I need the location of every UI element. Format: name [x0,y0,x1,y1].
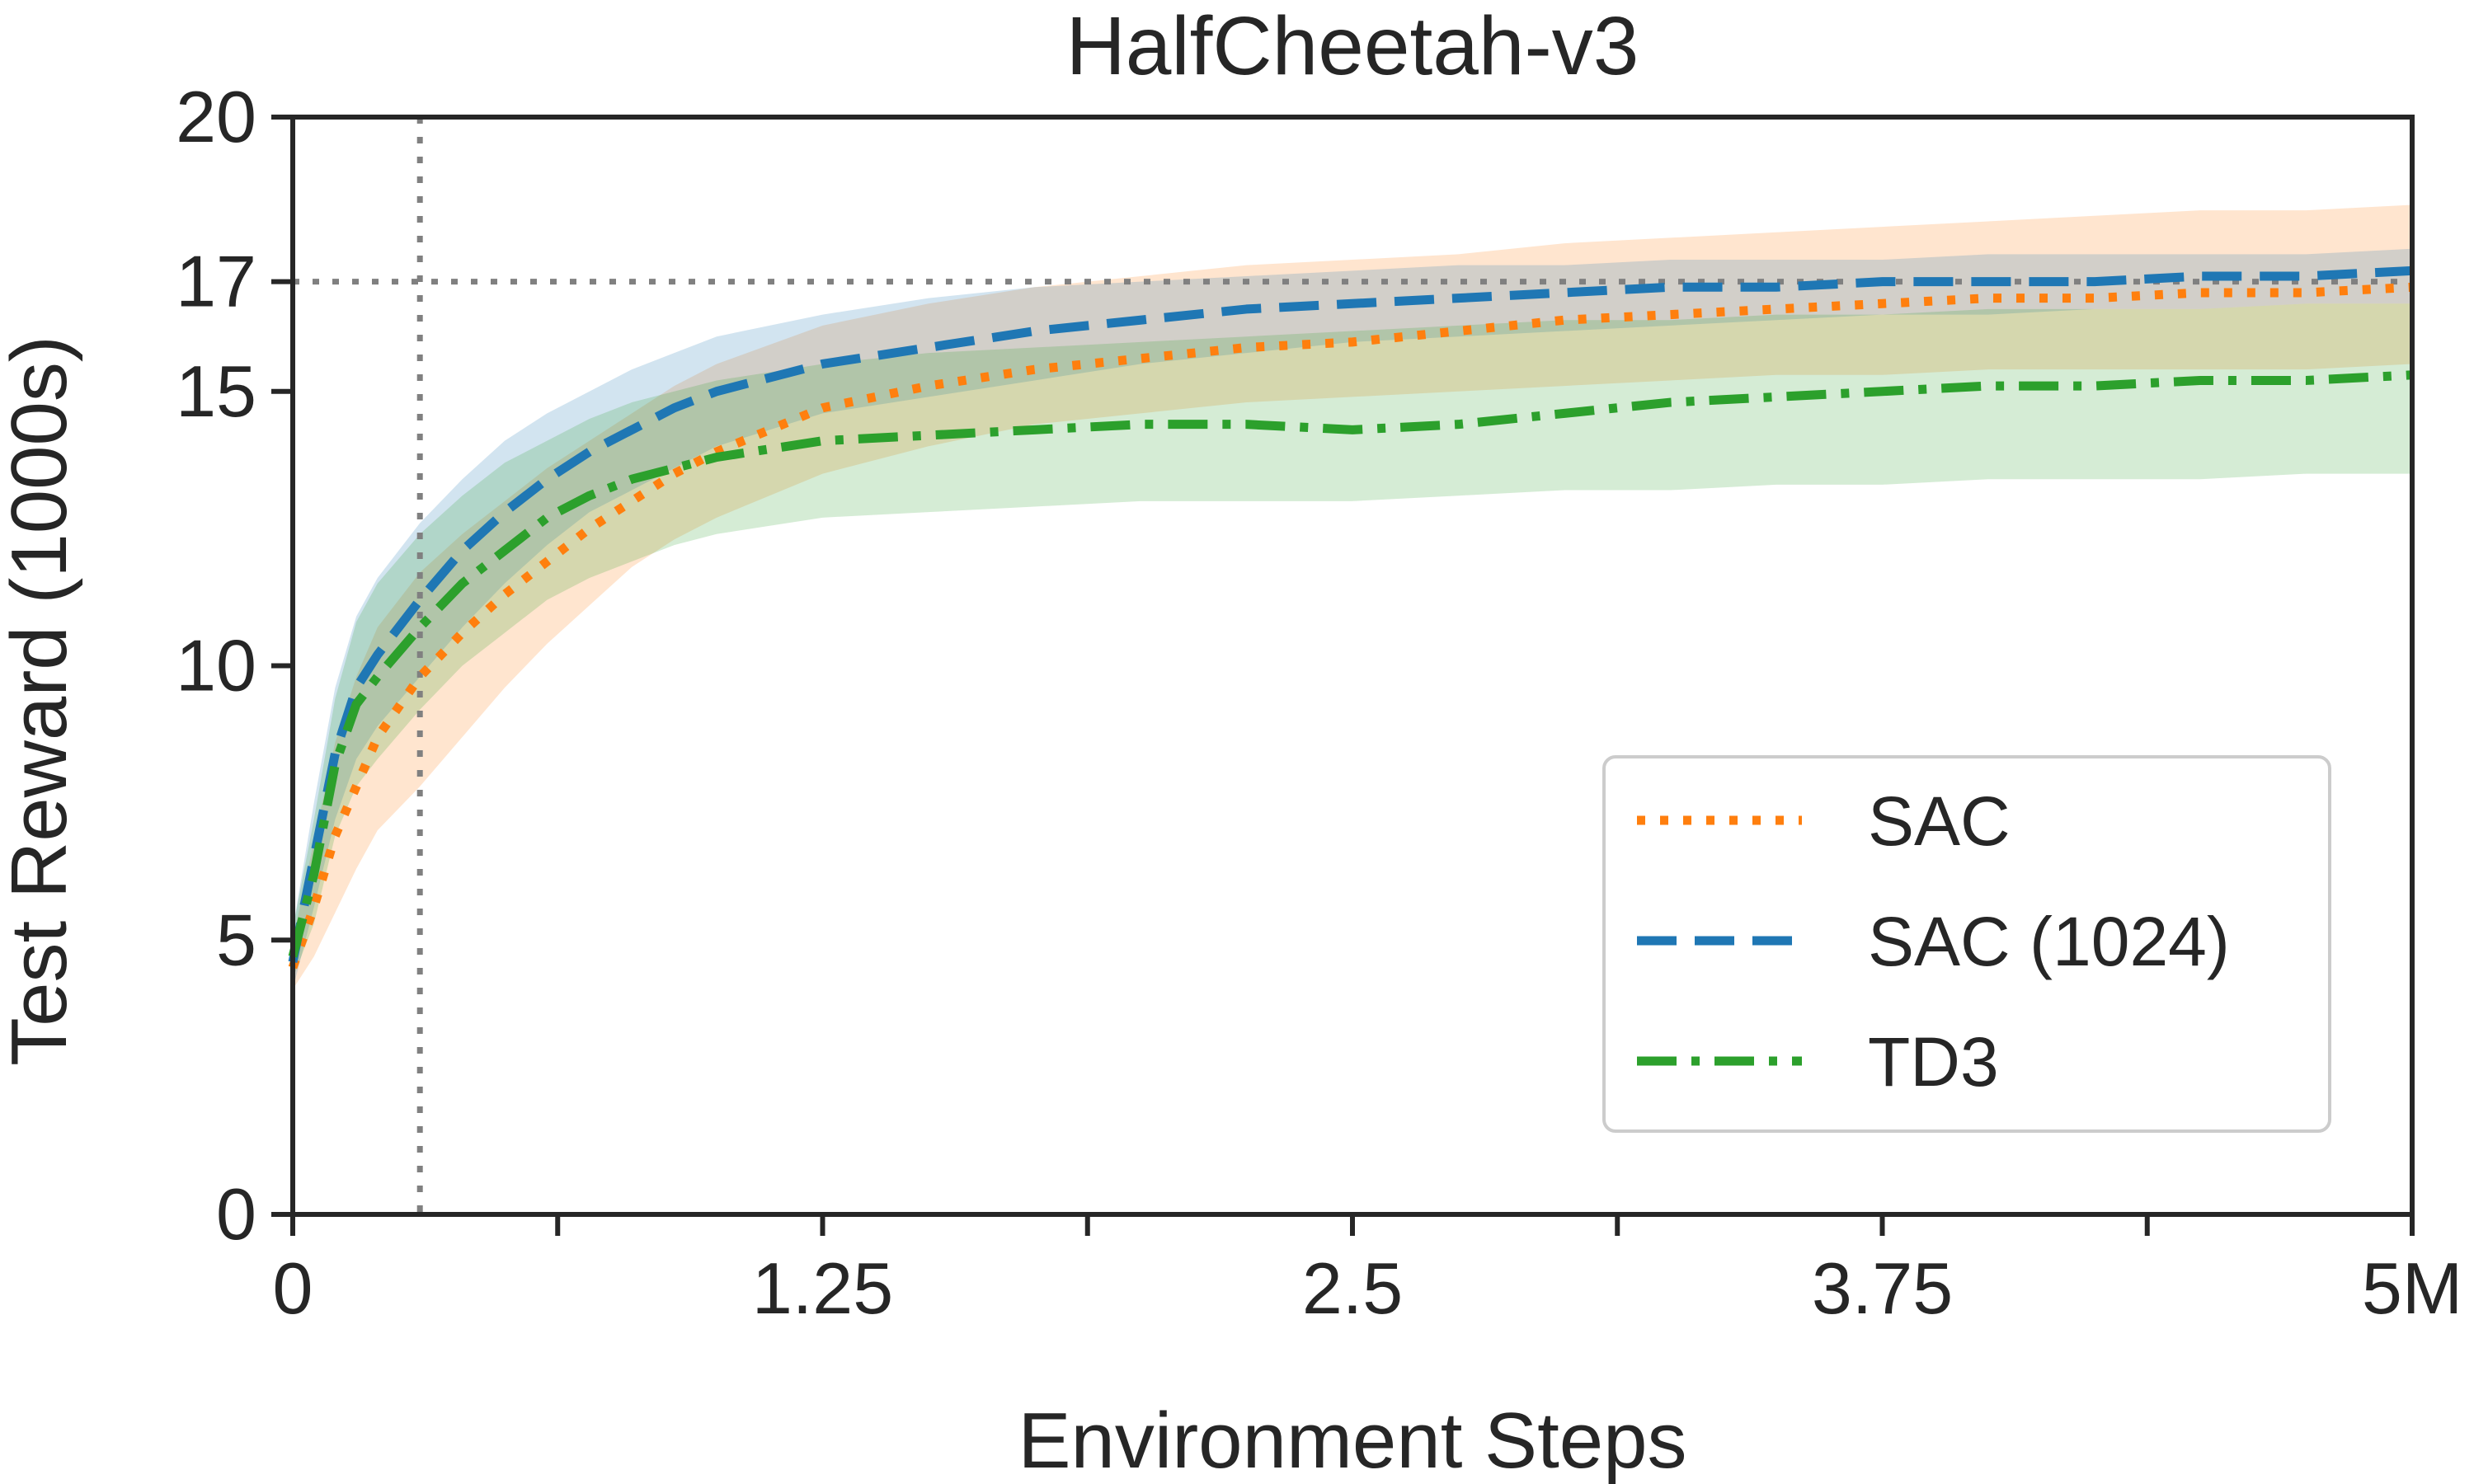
x-tick-label: 0 [273,1247,313,1329]
band-series-0 [293,204,2412,990]
x-axis-title: Environment Steps [1018,1397,1686,1484]
series-lines [288,265,2413,970]
y-tick-label: 0 [216,1173,256,1255]
y-tick-label: 5 [216,899,256,980]
legend-label-1: SAC (1024) [1868,903,2230,980]
chart-title: HalfCheetah-v3 [1066,0,1639,92]
legend: SAC SAC (1024) TD3 [1602,755,2331,1133]
x-tick-label: 1.25 [752,1247,893,1329]
confidence-bands [293,204,2412,990]
y-axis-title: Test Reward (1000s) [0,336,83,1066]
y-tick-label: 17 [176,241,256,322]
y-tick-label: 20 [176,76,256,157]
x-axis: 0 1.25 2.5 3.75 5M [273,1214,2462,1329]
legend-box [1602,755,2331,1133]
line-series-2 [288,370,2413,958]
legend-label-0: SAC [1868,782,2011,860]
legend-label-2: TD3 [1868,1023,1999,1101]
x-tick-label: 3.75 [1812,1247,1953,1329]
x-tick-label: 5M [2362,1247,2462,1329]
band-series-2 [293,303,2412,979]
line-series-1 [288,265,2413,963]
y-tick-label: 10 [176,625,256,707]
y-axis: 0 5 10 15 17 20 [176,76,293,1255]
y-tick-label: 15 [176,350,256,432]
x-tick-label: 2.5 [1302,1247,1403,1329]
